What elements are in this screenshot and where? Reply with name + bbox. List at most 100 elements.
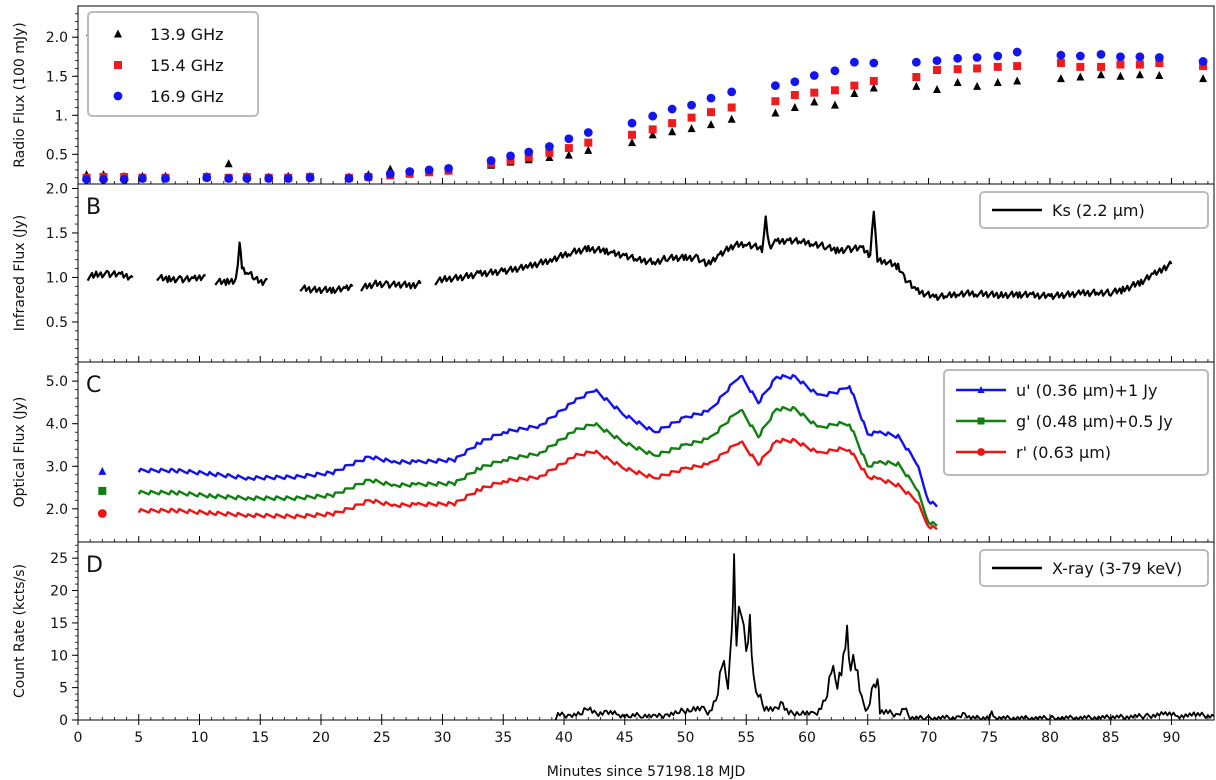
y-axis-label: Infrared Flux (Jy) <box>12 215 28 332</box>
data-point-circle <box>1096 50 1106 59</box>
panel-C: 2.0 3.0 4.0 5.0 Optical Flux (Jy) C u' (0.36 µ… <box>12 361 1215 543</box>
data-point-square <box>912 73 921 82</box>
data-point-circle <box>953 53 963 63</box>
y-tick-label: 2.0 <box>46 502 68 518</box>
plot-area-A <box>82 47 1208 184</box>
data-point-circle <box>524 147 534 157</box>
data-point-circle <box>932 56 942 66</box>
y-tick-label: 1.0 <box>46 270 68 286</box>
optical-series-line <box>137 405 938 527</box>
data-point-circle <box>1135 52 1145 62</box>
optical-series-line <box>137 374 938 508</box>
data-point-circle <box>583 128 593 137</box>
data-point-triangle <box>1097 70 1106 79</box>
panel-letter: B <box>86 195 101 220</box>
data-point-square <box>727 103 736 112</box>
data-point-square <box>584 138 593 147</box>
data-point-triangle <box>628 138 637 147</box>
data-point-circle <box>1198 57 1208 66</box>
x-tick-label: 60 <box>798 730 816 746</box>
data-point-circle <box>264 174 274 183</box>
data-point-circle <box>727 87 737 97</box>
x-tick-label: 50 <box>677 730 695 746</box>
y-tick-label: 4.0 <box>46 417 68 433</box>
data-point-circle <box>869 58 879 68</box>
x-tick-label: 65 <box>859 730 877 746</box>
data-point-square <box>932 66 941 75</box>
data-point-square <box>506 156 515 165</box>
data-point-square <box>1116 60 1125 69</box>
data-point-triangle <box>953 78 962 87</box>
data-point-circle <box>809 71 819 80</box>
data-point-square <box>1076 62 1085 71</box>
panel-B: 0.5 1.0 1.5 2.0 Infrared Flux (Jy) B Ks (2.2 µ… <box>12 181 1215 363</box>
data-point-square <box>628 130 637 139</box>
data-point-square <box>1199 62 1208 71</box>
ks-series-segment <box>156 273 207 284</box>
plot-area-D <box>554 553 1214 720</box>
data-point-circle <box>344 174 354 183</box>
data-point-triangle <box>1135 70 1144 79</box>
x-axis-label: Minutes since 57198.18 MJD <box>547 764 746 780</box>
panel-letter: D <box>86 553 103 578</box>
data-point-triangle <box>545 152 554 161</box>
panel-frame <box>77 541 1215 721</box>
x-tick-label: 70 <box>920 730 938 746</box>
data-point-triangle <box>973 81 982 90</box>
data-point-square <box>648 125 657 134</box>
y-axis-label: Radio Flux (100 mJy) <box>12 22 28 168</box>
data-point-triangle <box>648 130 657 139</box>
data-point-circle <box>283 174 293 183</box>
data-point-triangle <box>1199 74 1208 83</box>
data-point-circle <box>99 174 108 184</box>
y-tick-label: 2.0 <box>46 181 68 197</box>
y-tick-label: 20 <box>50 584 68 600</box>
offset-marker-triangle <box>98 466 107 475</box>
data-point-triangle <box>790 102 799 111</box>
data-point-square <box>1056 58 1065 67</box>
data-point-circle <box>161 174 170 183</box>
data-point-triangle <box>224 159 233 168</box>
data-point-square <box>545 148 554 157</box>
data-point-circle <box>972 53 982 62</box>
ks-series-segment <box>86 269 134 282</box>
data-point-circle <box>224 174 234 183</box>
y-tick-label: 15 <box>50 616 68 632</box>
data-point-circle <box>993 51 1003 61</box>
legend-marker-circle <box>977 448 985 456</box>
data-point-circle <box>506 151 515 161</box>
data-point-circle <box>1075 51 1085 61</box>
data-point-square <box>564 144 573 153</box>
legend-box <box>943 369 1209 476</box>
data-point-circle <box>405 167 415 176</box>
data-point-circle <box>770 81 780 91</box>
legend-marker-square <box>114 61 122 69</box>
data-point-square <box>707 108 716 117</box>
data-point-circle <box>627 118 637 128</box>
data-point-circle <box>1012 47 1022 57</box>
data-point-circle <box>564 134 574 144</box>
data-point-circle <box>687 100 696 110</box>
y-axis-label: Count Rate (kcts/s) <box>12 564 28 698</box>
data-point-square <box>687 113 696 122</box>
data-point-circle <box>363 172 373 182</box>
data-point-circle <box>444 163 453 173</box>
data-point-triangle <box>668 127 677 136</box>
plot-area-C <box>97 374 938 531</box>
optical-series-line <box>137 437 938 531</box>
legend-label: 13.9 GHz <box>150 25 224 44</box>
y-tick-label: 0.5 <box>46 147 68 163</box>
data-point-square <box>790 91 799 99</box>
data-point-triangle <box>771 108 780 117</box>
data-point-circle <box>137 174 147 183</box>
data-point-square <box>771 97 780 106</box>
x-tick-label: 55 <box>737 730 755 746</box>
y-tick-label: 25 <box>50 551 68 567</box>
data-point-triangle <box>1056 74 1065 83</box>
data-point-square <box>810 88 819 97</box>
data-point-triangle <box>1155 70 1164 79</box>
y-tick-label: 1.5 <box>46 226 68 242</box>
legend-label: g' (0.48 µm)+0.5 Jy <box>1016 412 1173 431</box>
data-point-triangle <box>810 97 819 106</box>
